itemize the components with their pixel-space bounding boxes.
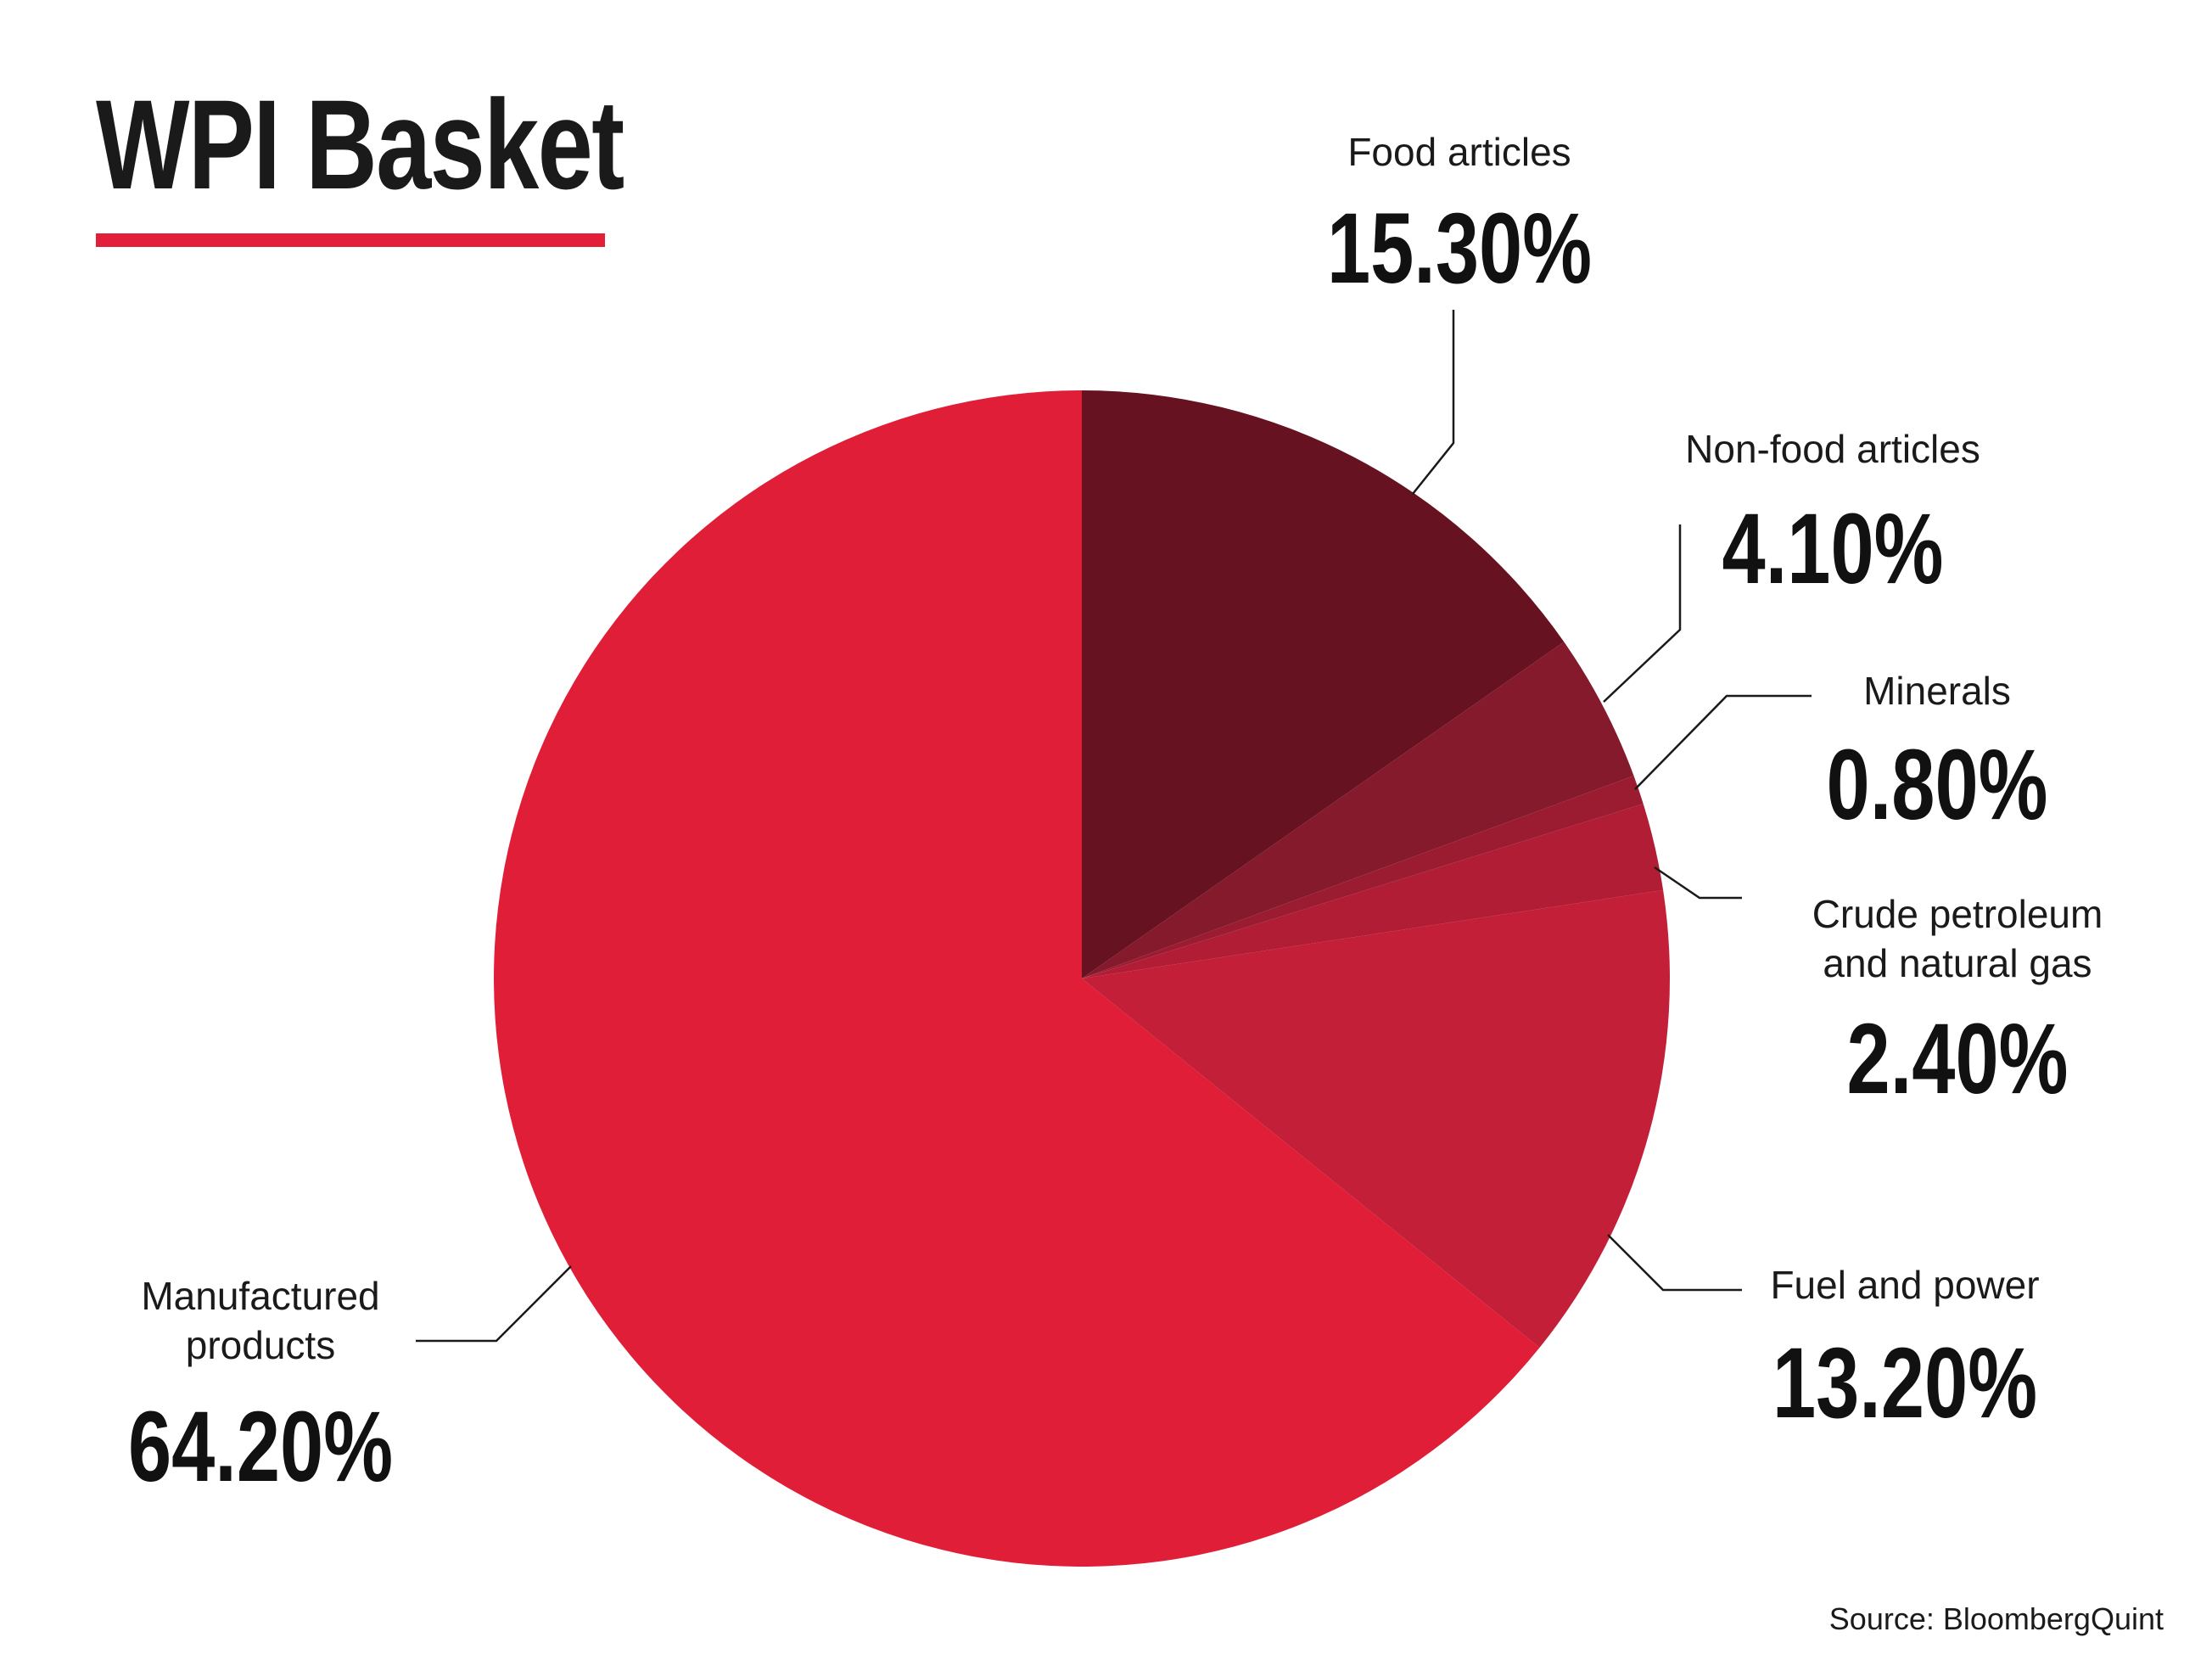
chart-title: WPI Basket (96, 73, 624, 216)
slice-value-label: 15.30% (1327, 193, 1592, 305)
pie-slice (1082, 889, 1671, 1348)
slice-value-label: 64.20% (128, 1391, 393, 1503)
leader-line (1412, 310, 1455, 495)
source-note: Source: BloombergQuint (1828, 1601, 2164, 1636)
pie-slice (493, 390, 1540, 1567)
slice-value-label: 0.80% (1827, 729, 2048, 841)
pie-slice (1082, 390, 1565, 978)
slice-category-label: Food articles (1347, 130, 1571, 174)
leader-line (1634, 694, 1812, 790)
slice-category-label: Fuel and power (1770, 1263, 2039, 1307)
leader-line (1607, 1234, 1742, 1292)
pie-slice (1082, 642, 1634, 978)
title-underline (96, 233, 605, 247)
pie-slice (1082, 804, 1664, 978)
leader-line (416, 1265, 572, 1343)
slice-category-label: Non-food articles (1685, 427, 1980, 471)
slice-category-label: Minerals (1863, 669, 2011, 713)
slice-value-label: 13.20% (1772, 1327, 2037, 1439)
leader-line (1603, 524, 1682, 703)
slice-value-label: 2.40% (1847, 1003, 2069, 1115)
pie-slices (493, 390, 1671, 1567)
leader-lines (416, 310, 1812, 1343)
slice-category-label: products (186, 1323, 335, 1367)
pie-slice (1082, 776, 1644, 978)
leader-line (1654, 866, 1742, 900)
slice-category-label: and natural gas (1823, 941, 2092, 985)
slice-category-label: Crude petroleum (1812, 892, 2103, 936)
slice-value-label: 4.10% (1722, 493, 1944, 605)
slice-category-label: Manufactured (141, 1274, 379, 1318)
slice-labels: Food articles 15.30% Non-food articles 4.10… (128, 130, 2103, 1503)
